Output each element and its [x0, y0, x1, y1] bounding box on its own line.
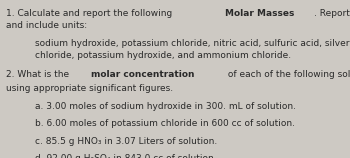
Text: a. 3.00 moles of sodium hydroxide in 300. mL of solution.: a. 3.00 moles of sodium hydroxide in 300… [35, 102, 296, 111]
Text: using appropriate significant figures.: using appropriate significant figures. [6, 84, 174, 93]
Text: molar concentration: molar concentration [91, 70, 195, 79]
Text: Molar Masses: Molar Masses [225, 9, 294, 18]
Text: and include units:: and include units: [6, 21, 88, 30]
Text: sodium hydroxide, potassium chloride, nitric acid, sulfuric acid, silver nitrate: sodium hydroxide, potassium chloride, ni… [35, 39, 350, 48]
Text: 1. Calculate and report the following: 1. Calculate and report the following [6, 9, 175, 18]
Text: 2. What is the: 2. What is the [6, 70, 72, 79]
Text: chloride, potassium hydroxide, and ammonium chloride.: chloride, potassium hydroxide, and ammon… [35, 51, 291, 60]
Text: c. 85.5 g HNO₃ in 3.07 Liters of solution.: c. 85.5 g HNO₃ in 3.07 Liters of solutio… [35, 137, 217, 146]
Text: b. 6.00 moles of potassium chloride in 600 cc of solution.: b. 6.00 moles of potassium chloride in 6… [35, 119, 295, 128]
Text: of each of the following solutions?  Report the final answer: of each of the following solutions? Repo… [225, 70, 350, 79]
Text: . Report final answer to the hundredth’s place: . Report final answer to the hundredth’s… [314, 9, 350, 18]
Text: d. 92.00 g H₂SO₄ in 843.0 cc of solution.: d. 92.00 g H₂SO₄ in 843.0 cc of solution… [35, 154, 217, 158]
